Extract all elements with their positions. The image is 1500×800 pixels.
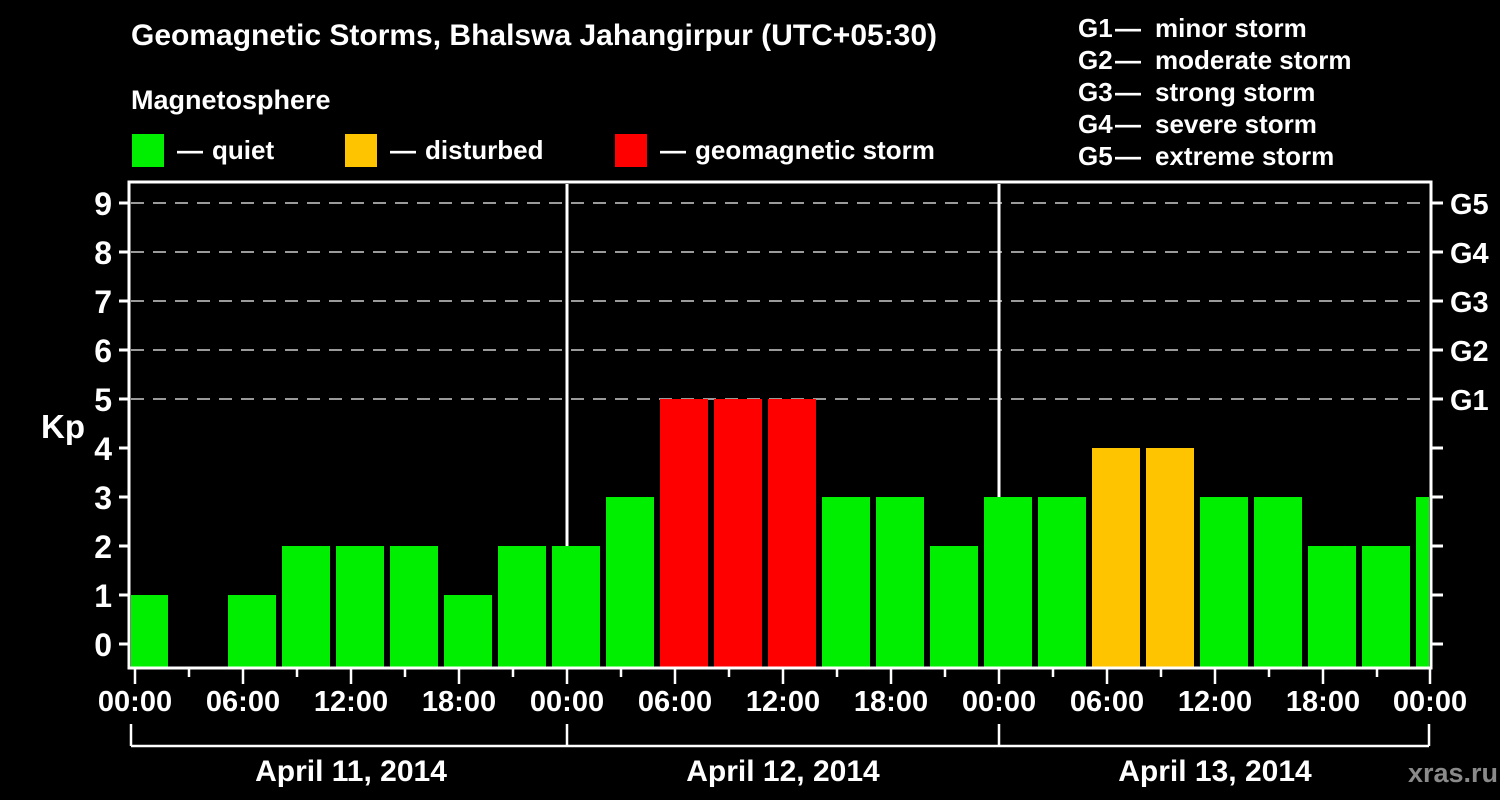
storm-label: moderate storm <box>1155 44 1352 75</box>
y-tick-label-3: 3 <box>94 480 112 516</box>
storm-code: G2 <box>1078 44 1113 75</box>
kp-bar-14-value-3 <box>822 497 870 667</box>
kp-bar-1-value-1 <box>131 595 168 667</box>
x-tick-label-18:00: 18:00 <box>854 686 928 718</box>
storm-legend-row-g2: G2— moderate storm <box>1078 44 1352 76</box>
kp-bar-23-value-2 <box>1308 546 1356 667</box>
right-axis-label-g5: G5 <box>1450 189 1489 221</box>
storm-code: G1 <box>1078 12 1113 43</box>
legend-label-storm: geomagnetic storm <box>695 135 935 165</box>
kp-bar-12-value-5 <box>714 399 762 667</box>
legend-item-storm: — geomagnetic storm <box>615 134 935 167</box>
x-tick-label-00:00: 00:00 <box>962 686 1036 718</box>
right-axis-label-g1: G1 <box>1450 385 1489 417</box>
legend-swatch-disturbed <box>345 134 377 167</box>
storm-legend-row-g4: G4— severe storm <box>1078 108 1352 140</box>
y-tick-label-8: 8 <box>94 235 112 271</box>
kp-bar-3-value-1 <box>228 595 276 667</box>
storm-code: G4 <box>1078 108 1113 139</box>
kp-bar-4-value-2 <box>282 546 330 667</box>
storm-dash: — <box>1115 108 1141 139</box>
x-tick-label-00:00: 00:00 <box>98 686 172 718</box>
storm-dash: — <box>1115 12 1141 43</box>
right-axis-label-g3: G3 <box>1450 287 1489 319</box>
kp-bar-24-value-2 <box>1362 546 1410 667</box>
plot-border <box>127 180 1433 670</box>
storm-scale-legend: G1— minor storm G2— moderate storm G3— strong… <box>1078 12 1352 172</box>
y-tick-label-5: 5 <box>94 382 112 418</box>
kp-bar-10-value-3 <box>606 497 654 667</box>
legend-item-quiet: — quiet <box>132 134 274 167</box>
kp-bar-17-value-3 <box>984 497 1032 667</box>
storm-dash: — <box>1115 140 1141 171</box>
storm-legend-row-g1: G1— minor storm <box>1078 12 1352 44</box>
chart-subtitle: Magnetosphere <box>131 85 331 115</box>
watermark: xras.ru <box>1408 758 1498 788</box>
x-tick-label-06:00: 06:00 <box>638 686 712 718</box>
kp-bar-6-value-2 <box>390 546 438 667</box>
kp-bar-20-value-4 <box>1146 448 1194 667</box>
date-label: April 13, 2014 <box>1118 755 1312 788</box>
storm-label: minor storm <box>1155 12 1307 43</box>
date-label: April 12, 2014 <box>686 755 880 788</box>
y-tick-label-1: 1 <box>94 578 112 614</box>
storm-label: strong storm <box>1155 76 1316 107</box>
y-tick-label-6: 6 <box>94 333 112 369</box>
legend-label-quiet: quiet <box>212 135 275 165</box>
storm-dash: — <box>1115 44 1141 75</box>
kp-bar-5-value-2 <box>336 546 384 667</box>
y-tick-label-7: 7 <box>94 284 112 320</box>
storm-label: extreme storm <box>1155 140 1335 171</box>
storm-code: G5 <box>1078 140 1113 171</box>
storm-dash: — <box>1115 76 1141 107</box>
y-tick-label-9: 9 <box>94 186 112 222</box>
x-tick-label-12:00: 12:00 <box>314 686 388 718</box>
x-tick-label-00:00: 00:00 <box>1393 686 1467 718</box>
kp-bar-8-value-2 <box>498 546 546 667</box>
legend-swatch-quiet <box>132 134 164 167</box>
y-tick-label-2: 2 <box>94 529 112 565</box>
legend-swatch-storm <box>615 134 647 167</box>
y-tick-label-0: 0 <box>94 627 112 663</box>
legend-dash: — <box>177 135 203 165</box>
kp-bar-19-value-4 <box>1092 448 1140 667</box>
date-label: April 11, 2014 <box>255 755 447 788</box>
kp-bar-18-value-3 <box>1038 497 1086 667</box>
kp-bar-16-value-2 <box>930 546 978 667</box>
storm-legend-row-g3: G3— strong storm <box>1078 76 1352 108</box>
kp-bar-15-value-3 <box>876 497 924 667</box>
x-tick-label-12:00: 12:00 <box>1178 686 1252 718</box>
storm-label: severe storm <box>1155 108 1317 139</box>
legend-label-disturbed: disturbed <box>425 135 544 165</box>
kp-bar-11-value-5 <box>660 399 708 667</box>
x-tick-label-12:00: 12:00 <box>746 686 820 718</box>
x-tick-label-06:00: 06:00 <box>206 686 280 718</box>
kp-bar-9-value-2 <box>552 546 600 667</box>
x-tick-label-00:00: 00:00 <box>530 686 604 718</box>
y-tick-label-4: 4 <box>94 431 112 467</box>
kp-bar-7-value-1 <box>444 595 492 667</box>
kp-legend: — quiet — disturbed — geomagnetic storm <box>0 134 1500 167</box>
x-tick-label-18:00: 18:00 <box>1286 686 1360 718</box>
right-axis-label-g4: G4 <box>1450 238 1489 270</box>
storm-code: G3 <box>1078 76 1113 107</box>
kp-bar-21-value-3 <box>1200 497 1248 667</box>
right-axis-label-g2: G2 <box>1450 336 1489 368</box>
x-tick-label-18:00: 18:00 <box>422 686 496 718</box>
legend-item-disturbed: — disturbed <box>345 134 543 167</box>
storm-legend-row-g5: G5— extreme storm <box>1078 140 1352 172</box>
legend-dash: — <box>390 135 416 165</box>
kp-bar-22-value-3 <box>1254 497 1302 667</box>
chart-title: Geomagnetic Storms, Bhalswa Jahangirpur … <box>131 19 938 52</box>
y-axis-title: Kp <box>41 408 85 445</box>
x-tick-label-06:00: 06:00 <box>1070 686 1144 718</box>
legend-dash: — <box>660 135 686 165</box>
kp-bar-25-value-3 <box>1416 497 1429 667</box>
kp-bar-13-value-5 <box>768 399 816 667</box>
